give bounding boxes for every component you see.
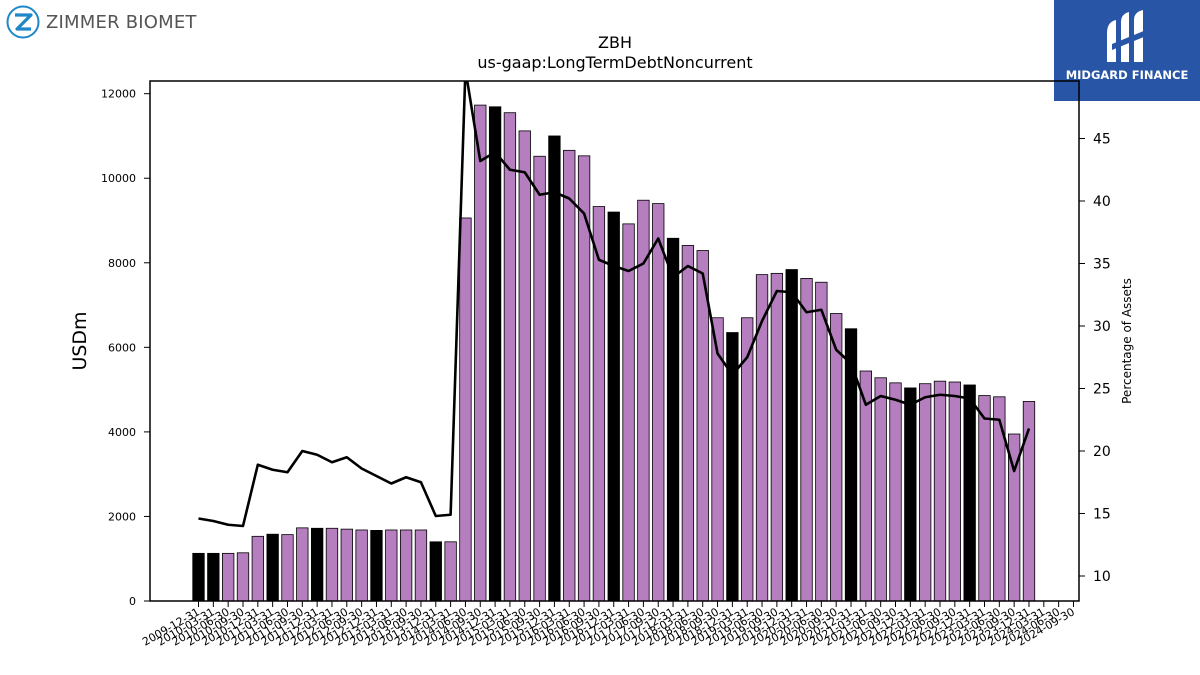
bar-2010-09-30 [236,552,250,602]
bar-2010-06-30 [222,552,235,602]
bar-2009-12-31 [192,552,205,602]
bar-2021-12-31 [904,387,917,602]
bar-2010-03-31 [207,552,220,602]
bar-2022-06-30 [933,380,947,602]
plot-frame [149,80,1080,602]
bar-2018-03-31 [681,245,695,602]
bar-2022-03-31 [919,383,932,602]
bar-2011-09-30 [296,527,309,602]
y2-tick-label: 35 [1093,257,1111,273]
bar-2020-09-30 [830,313,843,602]
bar-2017-12-31 [666,237,680,602]
bar-2016-03-31 [563,149,576,602]
zimmer-biomet-z-icon [6,5,40,39]
bar-2020-03-31 [800,278,813,602]
bar-2017-03-31 [622,223,635,602]
zimmer-biomet-name: ZIMMER BIOMET [46,11,197,33]
bar-2019-12-31 [785,269,798,602]
bar-2016-09-30 [592,206,606,602]
bar-2021-09-30 [889,382,902,602]
bar-2018-06-30 [696,250,709,602]
bar-2023-03-31 [978,395,991,602]
pct-of-assets-line [198,81,1031,528]
bar-2022-12-31 [963,384,976,602]
chart-subtitle: us-gaap:LongTermDebtNoncurrent [477,53,752,72]
chart-title: ZBH [598,33,632,52]
bar-2019-09-30 [770,272,784,602]
bar-2011-12-31 [310,527,324,602]
y2-axis-ticks: 10 15 20 25 30 35 40 45 [1079,132,1111,585]
y2-tick-label: 15 [1093,507,1111,523]
y-axis-label: USDm [69,311,91,370]
y-tick-label: 10000 [101,172,136,185]
y2-tick-label: 45 [1093,132,1111,148]
bar-2017-06-30 [637,199,650,602]
x-axis-ticks: 2009-12-312010-03-312010-06-302010-09-30… [140,601,1077,649]
bar-2021-06-30 [874,377,887,602]
bar-series [192,104,1036,602]
bar-2013-03-31 [385,529,398,602]
bar-2014-03-31 [444,541,457,602]
y2-tick-label: 25 [1093,382,1111,398]
bar-2012-09-30 [355,529,368,602]
bar-2011-03-31 [266,533,279,602]
bar-2012-03-31 [325,527,339,602]
bar-2023-06-30 [993,396,1006,602]
y-tick-label: 8000 [108,257,136,270]
bar-2015-03-31 [503,112,517,602]
midgard-m-icon [1107,10,1146,62]
bar-2015-12-31 [548,135,561,602]
y-tick-label: 6000 [108,341,136,354]
y-tick-label: 2000 [108,510,136,523]
bar-2013-09-30 [414,529,428,602]
bar-2012-06-30 [340,528,353,602]
midgard-finance-name: MIDGARD FINANCE [1065,68,1189,82]
bar-2020-06-30 [815,281,828,602]
bar-2022-09-30 [948,381,961,602]
bar-2014-12-31 [488,106,502,602]
bar-2020-12-31 [844,328,858,602]
y-tick-label: 4000 [108,426,136,439]
y-axis-ticks: 0 2000 4000 6000 8000 10000 12000 [101,88,150,608]
y-tick-label: 0 [129,595,136,608]
y2-tick-label: 40 [1093,194,1111,210]
bar-2017-09-30 [652,203,665,602]
bar-2014-06-30 [459,217,472,602]
bar-2015-06-30 [518,130,531,602]
bar-2010-12-31 [251,535,264,602]
bar-2013-06-30 [399,529,413,602]
bar-2016-12-31 [607,211,620,602]
bar-2014-09-30 [474,104,487,602]
y2-tick-label: 30 [1093,319,1111,335]
bar-2012-12-31 [370,530,383,602]
zimmer-biomet-logo: ZIMMER BIOMET [6,5,206,39]
y2-tick-label: 10 [1093,569,1111,585]
y2-tick-label: 20 [1093,444,1111,460]
bar-2013-12-31 [429,541,442,602]
bar-2011-06-30 [281,534,294,602]
y2-axis-label: Percentage of Assets [1120,278,1134,404]
pct-line-series [198,81,1031,528]
bar-2015-09-30 [533,155,546,602]
y-tick-label: 12000 [101,88,136,101]
